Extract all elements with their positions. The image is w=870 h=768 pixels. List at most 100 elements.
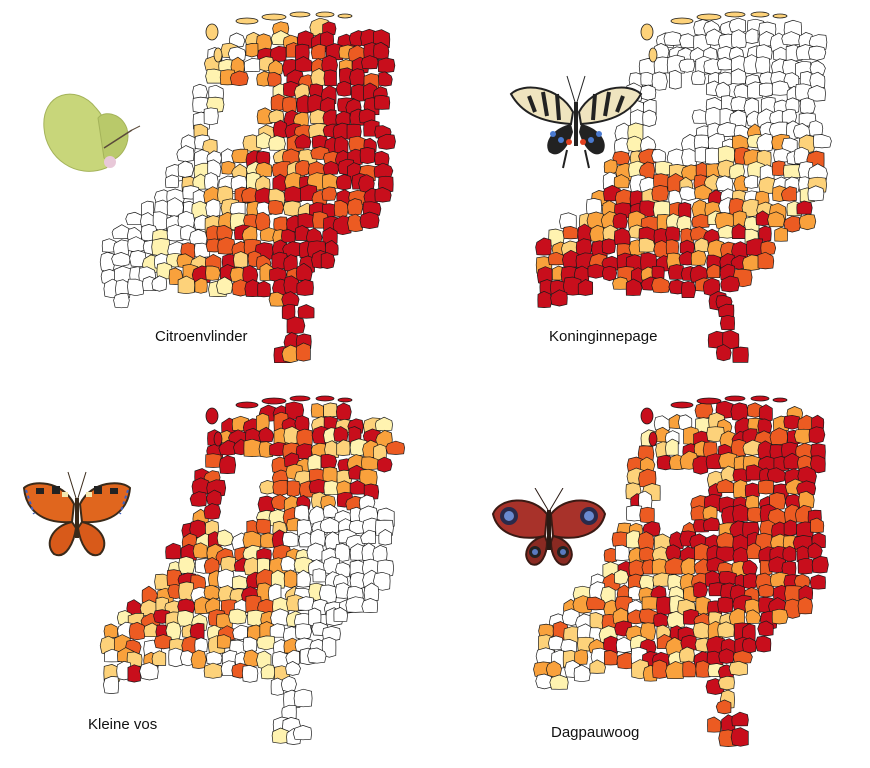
island [724, 11, 746, 18]
municipality [730, 402, 749, 421]
municipality [730, 68, 747, 85]
municipality [280, 675, 297, 693]
municipality [270, 608, 289, 627]
municipality [295, 623, 313, 640]
municipality [718, 675, 735, 691]
municipality [285, 649, 300, 666]
island [648, 47, 658, 63]
municipality [612, 212, 628, 229]
island [648, 431, 658, 447]
municipality [282, 96, 297, 114]
municipality [743, 174, 759, 189]
municipality [242, 530, 262, 550]
municipality [324, 440, 340, 459]
island [696, 13, 722, 21]
municipality [760, 240, 777, 256]
municipality [269, 267, 287, 282]
municipality [296, 428, 314, 448]
municipality [651, 185, 669, 202]
municipality [797, 596, 813, 615]
municipality [192, 542, 208, 559]
municipality [322, 160, 340, 175]
municipality [732, 504, 749, 522]
municipality [549, 674, 569, 690]
municipality [320, 252, 336, 269]
municipality [811, 414, 825, 429]
municipality [378, 528, 392, 546]
municipality [168, 647, 185, 668]
municipality [807, 85, 826, 102]
municipality [603, 635, 620, 655]
municipality [615, 544, 630, 561]
municipality [808, 45, 827, 61]
municipality [320, 453, 338, 470]
municipality [537, 290, 553, 308]
municipality [205, 265, 221, 281]
municipality [319, 517, 341, 533]
map-panel-citroenvlinder: Citroenvlinder [0, 0, 435, 384]
municipality [176, 145, 195, 162]
municipality [680, 557, 696, 576]
municipality [747, 81, 764, 99]
municipality [562, 226, 579, 240]
map-panel-dagpauwoog: Dagpauwoog [435, 384, 870, 768]
municipality [755, 56, 771, 74]
municipality [744, 482, 760, 498]
municipality [360, 529, 377, 545]
municipality [625, 278, 643, 296]
municipality [745, 28, 759, 44]
municipality [730, 727, 749, 747]
municipality [243, 57, 262, 72]
municipality [151, 275, 168, 292]
municipality [715, 175, 734, 192]
municipality [282, 200, 301, 217]
municipality [324, 239, 339, 256]
island [235, 17, 259, 25]
municipality [335, 402, 352, 421]
municipality [151, 650, 167, 666]
municipality [322, 626, 341, 642]
municipality [281, 704, 297, 721]
municipality [756, 133, 774, 152]
municipality [128, 621, 147, 641]
municipality [272, 119, 288, 139]
municipality [242, 665, 259, 683]
municipality [310, 43, 326, 60]
municipality [374, 150, 390, 166]
municipality [153, 634, 173, 650]
municipality [601, 238, 616, 255]
island [696, 397, 722, 405]
municipality [165, 621, 182, 641]
municipality [728, 17, 746, 34]
municipality [139, 662, 159, 681]
municipality [771, 80, 790, 96]
municipality [335, 562, 351, 578]
municipality [574, 649, 589, 665]
municipality [625, 530, 641, 549]
municipality [322, 226, 338, 246]
municipality [693, 581, 708, 599]
municipality [125, 211, 144, 226]
municipality [767, 211, 786, 228]
municipality [692, 455, 709, 475]
municipality [361, 55, 379, 70]
municipality [165, 174, 180, 188]
netherlands-map [535, 11, 832, 363]
municipality [258, 426, 275, 443]
municipality [653, 415, 672, 433]
municipality [637, 531, 655, 550]
municipality [732, 346, 749, 363]
municipality [377, 57, 396, 73]
municipality [205, 198, 221, 218]
municipality-layer [535, 17, 832, 363]
municipality [716, 546, 735, 563]
municipality [601, 265, 618, 282]
municipality [550, 289, 568, 307]
municipality [194, 277, 208, 294]
municipality [178, 556, 196, 574]
municipality [272, 479, 288, 496]
municipality [189, 491, 208, 507]
municipality [268, 59, 284, 76]
municipality [680, 634, 697, 652]
municipality [151, 238, 170, 257]
